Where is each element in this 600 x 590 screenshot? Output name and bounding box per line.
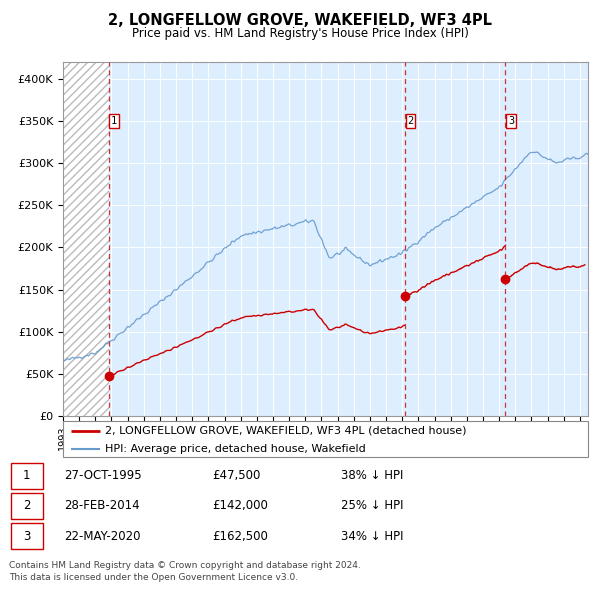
Text: 2, LONGFELLOW GROVE, WAKEFIELD, WF3 4PL (detached house): 2, LONGFELLOW GROVE, WAKEFIELD, WF3 4PL …	[105, 426, 467, 436]
Text: This data is licensed under the Open Government Licence v3.0.: This data is licensed under the Open Gov…	[9, 572, 298, 582]
Text: 3: 3	[23, 530, 30, 543]
Text: 1: 1	[23, 469, 30, 482]
Text: 38% ↓ HPI: 38% ↓ HPI	[341, 469, 403, 482]
Text: 2, LONGFELLOW GROVE, WAKEFIELD, WF3 4PL: 2, LONGFELLOW GROVE, WAKEFIELD, WF3 4PL	[108, 13, 492, 28]
Text: 27-OCT-1995: 27-OCT-1995	[64, 469, 142, 482]
Text: 2: 2	[23, 499, 30, 513]
Text: HPI: Average price, detached house, Wakefield: HPI: Average price, detached house, Wake…	[105, 444, 366, 454]
FancyBboxPatch shape	[11, 493, 43, 519]
FancyBboxPatch shape	[63, 421, 588, 457]
Text: Price paid vs. HM Land Registry's House Price Index (HPI): Price paid vs. HM Land Registry's House …	[131, 27, 469, 40]
Text: 1: 1	[111, 116, 117, 126]
FancyBboxPatch shape	[11, 523, 43, 549]
Text: Contains HM Land Registry data © Crown copyright and database right 2024.: Contains HM Land Registry data © Crown c…	[9, 560, 361, 570]
Text: 34% ↓ HPI: 34% ↓ HPI	[341, 530, 403, 543]
Text: £142,000: £142,000	[212, 499, 269, 513]
Text: 3: 3	[508, 116, 514, 126]
Text: 22-MAY-2020: 22-MAY-2020	[64, 530, 141, 543]
Text: 28-FEB-2014: 28-FEB-2014	[64, 499, 140, 513]
Text: £47,500: £47,500	[212, 469, 261, 482]
Text: 25% ↓ HPI: 25% ↓ HPI	[341, 499, 403, 513]
FancyBboxPatch shape	[11, 463, 43, 489]
Text: £162,500: £162,500	[212, 530, 269, 543]
Text: 2: 2	[407, 116, 413, 126]
